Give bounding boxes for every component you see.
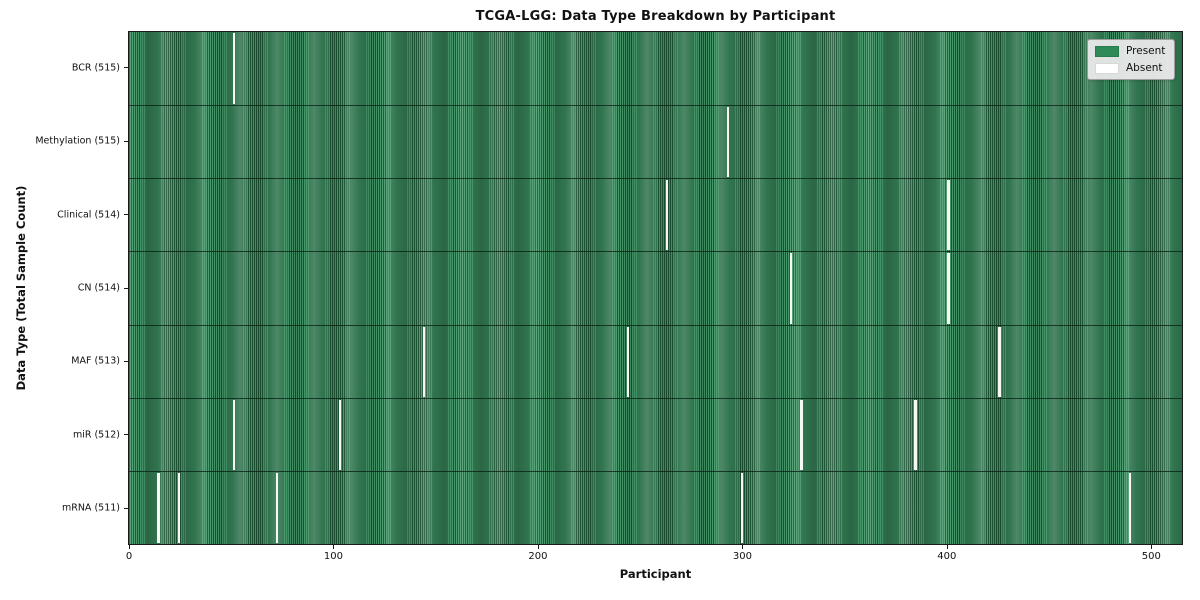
- absent-marker: [232, 399, 236, 470]
- heatmap-row-BCR: [129, 32, 1182, 105]
- y-tick-mark: [124, 507, 128, 509]
- y-tick-mark: [124, 287, 128, 289]
- heatmap-row-mRNA: [129, 470, 1182, 544]
- absent-marker: [914, 399, 917, 470]
- x-tick-label: 100: [323, 551, 344, 562]
- y-tick-label: CN (514): [77, 282, 120, 294]
- absent-marker: [741, 472, 744, 543]
- absent-marker: [726, 107, 730, 178]
- heatmap-row-miR: [129, 397, 1182, 471]
- y-tick-label: BCR (515): [71, 62, 120, 74]
- absent-marker: [790, 253, 793, 324]
- x-tick-mark: [129, 545, 131, 549]
- absent-marker: [232, 33, 236, 105]
- x-tick-mark: [1151, 545, 1153, 549]
- x-axis-title: Participant: [619, 567, 692, 581]
- x-tick-label: 300: [732, 551, 752, 562]
- legend-entry-present: Present: [1095, 45, 1166, 57]
- heatmap-row-CN: [129, 251, 1182, 324]
- legend-label-present: Present: [1126, 45, 1166, 57]
- y-tick-label: Clinical (514): [57, 209, 120, 221]
- plot-area: Present Absent: [128, 31, 1183, 545]
- absent-marker: [157, 472, 160, 543]
- absent-marker: [422, 326, 426, 397]
- absent-marker: [1128, 472, 1132, 543]
- heatmap-row-Clinical: [129, 178, 1182, 251]
- heatmap-row-Methylation: [129, 105, 1182, 178]
- absent-marker: [998, 326, 1001, 397]
- legend-label-absent: Absent: [1126, 62, 1163, 74]
- x-tick-mark: [742, 545, 744, 549]
- x-tick-label: 0: [125, 551, 133, 562]
- y-tick-label: mRNA (511): [61, 502, 120, 514]
- x-tick-mark: [537, 545, 539, 549]
- absent-marker: [947, 180, 950, 251]
- heatmap-row-MAF: [129, 324, 1182, 398]
- y-tick-label: miR (512): [72, 429, 120, 441]
- x-tick-label: 400: [937, 551, 957, 562]
- absent-marker: [275, 472, 279, 543]
- y-tick-mark: [124, 67, 128, 69]
- absent-marker: [665, 180, 668, 251]
- chart-title: TCGA-LGG: Data Type Breakdown by Partici…: [475, 9, 836, 24]
- legend: Present Absent: [1087, 39, 1175, 80]
- y-tick-mark: [124, 214, 128, 216]
- y-tick-mark: [124, 360, 128, 362]
- rows: [129, 32, 1182, 544]
- y-tick-mark: [124, 140, 128, 142]
- absent-marker: [800, 399, 803, 470]
- x-tick-label: 500: [1141, 551, 1161, 562]
- absent-marker: [339, 399, 342, 470]
- legend-swatch-absent-icon: [1095, 62, 1119, 74]
- x-tick-mark: [333, 545, 335, 549]
- legend-entry-absent: Absent: [1095, 62, 1166, 74]
- x-tick-mark: [946, 545, 948, 549]
- absent-marker: [626, 326, 630, 397]
- absent-marker: [947, 253, 950, 324]
- y-tick-label: MAF (513): [71, 355, 120, 367]
- absent-marker: [177, 472, 181, 543]
- legend-swatch-present-icon: [1095, 45, 1119, 57]
- y-tick-mark: [124, 434, 128, 436]
- y-tick-label: Methylation (515): [35, 135, 120, 147]
- x-tick-label: 200: [528, 551, 548, 562]
